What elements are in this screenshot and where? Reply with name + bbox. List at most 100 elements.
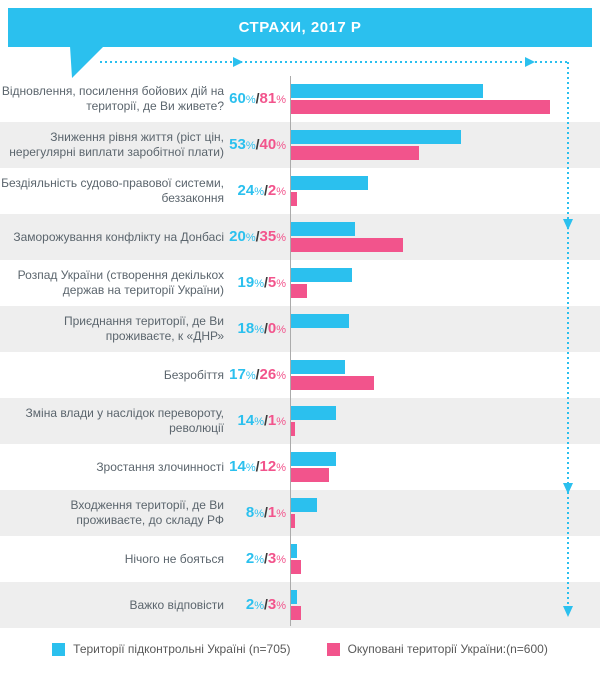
bar-group [291,590,600,620]
bar-occupied [291,468,330,482]
chart-row: Заморожування конфлікту на Донбасі 20% /3… [0,214,600,260]
value-label: 20%/35% [224,228,290,246]
bar-controlled [291,452,336,466]
bar-rows: Відновлення, посилення бойових дій на те… [0,76,600,628]
chart-row: Важко відповісти 2%/3% [0,582,600,628]
percent-sign: % [276,232,286,244]
bar-group [291,406,600,436]
chart-row: Зміна влади у наслідок перевороту, револ… [0,398,600,444]
legend-label: Окуповані території України:(n=600) [347,642,548,656]
bar-group [291,498,600,528]
arrow-right-icon [525,57,535,67]
chart-row: Безробіття 17%/26% [0,352,600,398]
percent-sign: % [276,94,286,106]
value-occupied: 40 [259,136,277,153]
bar-occupied [291,238,403,252]
value-separator: / [263,550,268,566]
bar-group [291,268,600,298]
value-label: 8%/1% [224,504,290,522]
value-separator: / [263,596,268,612]
percent-sign: % [276,508,286,520]
percent-sign: % [245,140,256,152]
bar-group [291,84,600,114]
category-label: Приєднання території, де Ви проживаєте, … [63,314,224,343]
category-label: Зміна влади у наслідок перевороту, револ… [25,406,224,435]
category-label: Заморожування конфлікту на Донбасі [13,229,224,244]
banner-tail [70,46,104,78]
value-separator: / [263,274,268,290]
value-controlled: 60 [229,90,246,107]
percent-sign: % [254,278,264,290]
value-controlled: 20 [229,228,246,245]
category-label: Бездіяльність судово-правової системи, б… [1,176,224,205]
bar-group [291,222,600,252]
percent-sign: % [245,462,256,474]
bar-occupied [291,422,295,436]
bar-group [291,130,600,160]
percent-sign: % [276,370,286,382]
value-controlled: 2 [245,550,255,567]
value-controlled: 17 [229,366,246,383]
value-occupied: 2 [267,182,277,199]
value-separator: / [263,320,268,336]
value-separator: / [255,136,260,152]
bar-controlled [291,360,346,374]
percent-sign: % [254,416,264,428]
value-occupied: 35 [259,228,277,245]
value-controlled: 24 [237,182,255,199]
percent-sign: % [276,140,286,152]
percent-sign: % [254,554,264,566]
category-label: Відновлення, посилення бойових дій на те… [1,84,224,113]
axis-line [290,76,291,626]
value-controlled: 2 [245,596,255,613]
value-label: 18%/0% [224,320,290,338]
category-label: Безробіття [163,367,224,382]
chart-row: Відновлення, посилення бойових дій на те… [0,76,600,122]
percent-sign: % [276,324,286,336]
bar-controlled [291,222,355,236]
value-separator: / [263,412,268,428]
value-controlled: 14 [237,412,255,429]
value-label: 60%/81% [224,90,290,108]
legend-swatch-cyan-icon [52,642,66,656]
value-controlled: 18 [237,320,255,337]
value-occupied: 3 [267,550,277,567]
category-label: Зростання злочинності [96,459,224,474]
value-controlled: 53 [229,136,246,153]
value-label: 53%/40% [224,136,290,154]
value-occupied: 81 [259,90,277,107]
percent-sign: % [254,186,264,198]
chart-row: Зростання злочинності 14%/12% [0,444,600,490]
value-occupied: 0 [267,320,277,337]
value-occupied: 26 [259,366,277,383]
percent-sign: % [254,324,264,336]
legend: Території підконтрольні Україні (n=705) … [0,642,600,656]
value-label: 17%/26% [224,366,290,384]
value-controlled: 8 [245,504,255,521]
value-label: 14%/12% [224,458,290,476]
value-separator: / [263,182,268,198]
bar-occupied [291,514,295,528]
chart-title: СТРАХИ, 2017 Р [238,19,362,36]
bar-controlled [291,268,352,282]
chart-row: Бездіяльність судово-правової системи, б… [0,168,600,214]
bar-occupied [291,560,301,574]
percent-sign: % [254,600,264,612]
value-controlled: 14 [229,458,246,475]
percent-sign: % [254,508,264,520]
category-label: Важко відповісти [129,597,224,612]
percent-sign: % [276,416,286,428]
category-label: Входження території, де Ви проживаєте, д… [70,498,224,527]
chart-row: Зниження рівня життя (ріст цін, нерегуля… [0,122,600,168]
value-occupied: 1 [267,412,277,429]
title-banner: СТРАХИ, 2017 Р [8,8,592,47]
chart-row: Входження території, де Ви проживаєте, д… [0,490,600,536]
percent-sign: % [245,94,256,106]
bar-controlled [291,498,317,512]
category-label: Розпад України (створення декількох держ… [17,268,224,297]
percent-sign: % [245,370,256,382]
bar-controlled [291,314,349,328]
value-occupied: 1 [267,504,277,521]
value-separator: / [255,228,260,244]
legend-item-occupied: Окуповані території України:(n=600) [326,642,548,656]
